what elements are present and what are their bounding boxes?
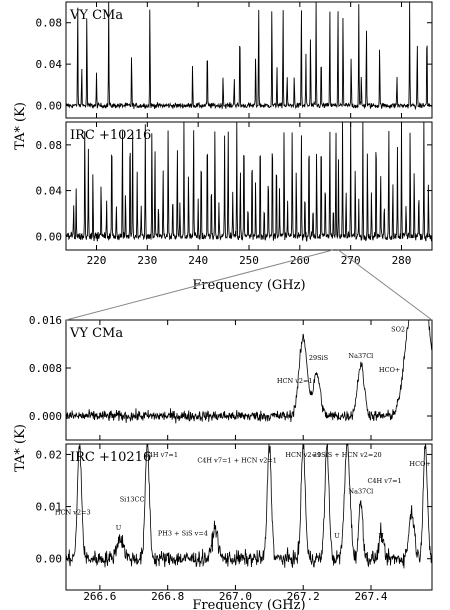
y-tick-label: 0.008	[29, 362, 62, 375]
zoom-connector	[338, 249, 433, 321]
spectrum-line	[65, 442, 433, 569]
spectrum-line	[65, 319, 433, 424]
panel-frame	[65, 443, 433, 591]
line-annotation: C4H v7=1	[367, 477, 401, 485]
panel-label: IRC +10216	[70, 128, 151, 143]
panel-frame	[65, 319, 433, 441]
panel-label: VY CMa	[69, 8, 123, 23]
x-tick-label: 270	[341, 254, 361, 267]
y-tick-label: 0.08	[36, 139, 63, 152]
x-tick-label: 240	[188, 254, 208, 267]
line-annotation: HCO+	[379, 366, 400, 374]
panel-1-1	[65, 442, 433, 591]
y-tick-label: 0.00	[36, 100, 63, 113]
line-annotation: 29SiS	[309, 354, 328, 362]
zoom-connector	[65, 249, 334, 321]
y-tick-label: 0.02	[36, 448, 63, 461]
line-annotation: C4H v7=1	[144, 451, 178, 459]
line-annotation: HCN v2=1	[277, 377, 313, 385]
x-tick-label: 266.6	[83, 590, 116, 603]
line-annotation: U	[378, 532, 384, 540]
panel-1-0	[65, 319, 433, 441]
x-axis-label: Frequency (GHz)	[192, 278, 305, 293]
y-tick-label: 0.08	[36, 17, 63, 30]
x-tick-label: 267.4	[354, 590, 387, 603]
x-tick-label: 267.0	[219, 590, 252, 603]
panel-label: VY CMa	[69, 326, 123, 341]
y-tick-label: 0.016	[29, 314, 62, 327]
line-annotation: HCO+	[409, 460, 430, 468]
line-annotation: Na37Cl	[348, 488, 373, 496]
x-tick-label: 266.8	[151, 590, 184, 603]
x-tick-label: 280	[392, 254, 412, 267]
y-axis-label: TA* (K)	[13, 424, 28, 472]
line-annotation: SO2	[391, 325, 405, 333]
panel-label: IRC +10216	[70, 450, 151, 465]
spectrum-line	[65, 1, 433, 111]
line-annotation: HCN v2=3	[55, 508, 91, 516]
line-annotation: C4H v7=1 + HCN v2=1	[197, 456, 277, 464]
x-tick-label: 230	[137, 254, 157, 267]
spectrum-line	[65, 121, 433, 242]
line-annotation: U	[334, 532, 340, 540]
line-annotation: U	[116, 524, 122, 532]
x-tick-label: 267.2	[287, 590, 320, 603]
x-tick-label: 220	[87, 254, 107, 267]
y-tick-label: 0.000	[29, 410, 62, 423]
panel-0-1	[65, 121, 433, 251]
y-tick-label: 0.01	[36, 501, 63, 514]
y-tick-label: 0.04	[36, 58, 63, 71]
y-tick-label: 0.04	[36, 185, 63, 198]
x-tick-label: 250	[239, 254, 259, 267]
line-annotation: Si13CC	[120, 495, 145, 503]
x-axis-label: Frequency (GHz)	[192, 598, 305, 610]
y-tick-label: 0.00	[36, 553, 63, 566]
line-annotation: Na37Cl	[348, 352, 373, 360]
panel-0-0	[65, 1, 433, 119]
y-tick-label: 0.00	[36, 230, 63, 243]
line-annotation: 29SiS + HCN v2=20	[313, 451, 382, 459]
y-axis-label: TA* (K)	[13, 102, 28, 150]
line-annotation: HCN v2=1	[285, 451, 321, 459]
line-annotation: PH3 + SiS v=4	[158, 529, 208, 537]
